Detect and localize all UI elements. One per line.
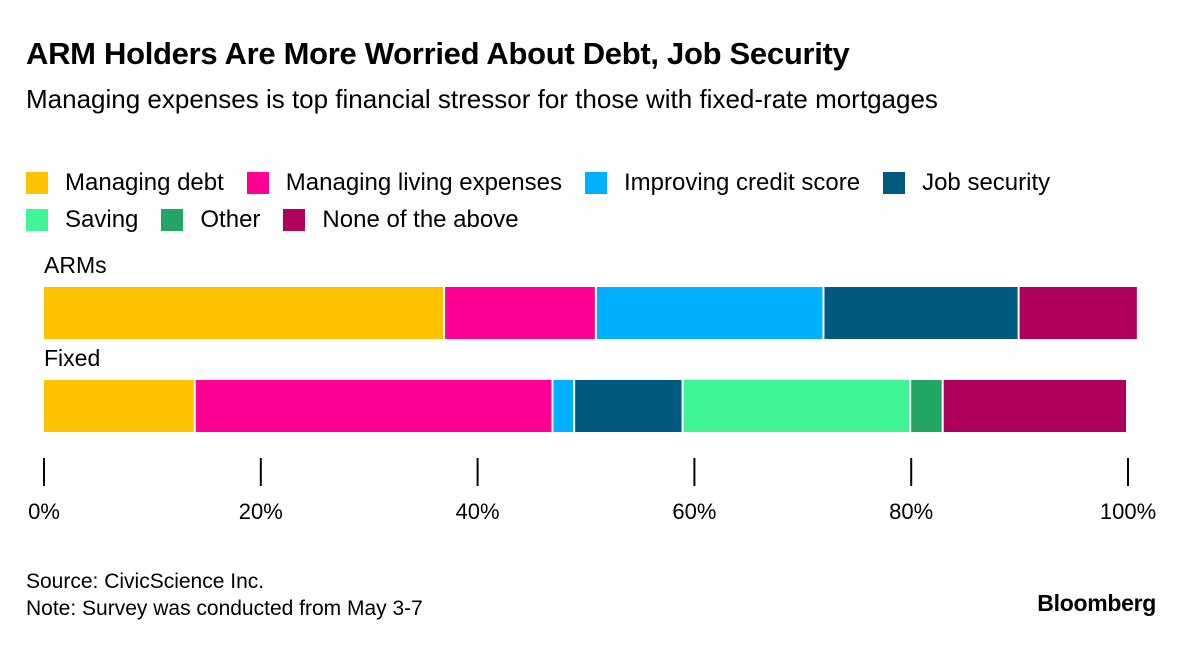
bar-segment-fixed-job-security bbox=[575, 380, 682, 432]
bar-segment-fixed-none-of-the-above bbox=[943, 380, 1126, 432]
legend: Managing debt Managing living expenses I… bbox=[26, 169, 1176, 233]
legend-item-none-of-the-above: None of the above bbox=[283, 205, 519, 233]
bar-segment-fixed-improving-credit-score bbox=[553, 380, 574, 432]
legend-swatch-saving bbox=[26, 208, 48, 231]
bloomberg-logo: Bloomberg bbox=[1037, 590, 1156, 616]
x-tick-label-0: 0% bbox=[28, 499, 60, 524]
legend-item-other: Other bbox=[161, 206, 260, 233]
bar-segment-arms-managing-living-expenses bbox=[445, 287, 595, 339]
legend-label-managing-living-expenses: Managing living expenses bbox=[285, 168, 562, 196]
bar-segment-arms-improving-credit-score bbox=[596, 287, 823, 339]
x-tick-label-1: 20% bbox=[239, 499, 283, 524]
stacked-bar-chart: ARMs Fixed 0% 20% 40% 60% 80% 100% bbox=[28, 252, 1156, 524]
bar-segment-fixed-managing-debt bbox=[44, 380, 194, 432]
legend-label-saving: Saving bbox=[65, 205, 139, 233]
x-tick-label-3: 60% bbox=[672, 499, 716, 524]
legend-swatch-other bbox=[161, 208, 184, 231]
chart-title: ARM Holders Are More Worried About Debt,… bbox=[26, 36, 850, 71]
x-tick-label-4: 80% bbox=[889, 499, 933, 524]
source-note: Source: CivicScience Inc. Note: Survey w… bbox=[26, 568, 423, 622]
bar-label-arms: ARMs bbox=[44, 252, 107, 278]
note-text: Note: Survey was conducted from May 3-7 bbox=[26, 597, 423, 620]
legend-label-improving-credit-score: Improving credit score bbox=[623, 168, 861, 196]
legend-swatch-managing-debt bbox=[26, 171, 48, 194]
bar-segment-arms-job-security bbox=[824, 287, 1018, 339]
legend-item-managing-debt: Managing debt bbox=[26, 169, 224, 196]
bar-segment-arms-managing-debt bbox=[44, 287, 444, 339]
legend-item-saving: Saving bbox=[26, 206, 138, 233]
legend-swatch-none-of-the-above bbox=[283, 208, 306, 231]
legend-swatch-job-security bbox=[883, 171, 906, 194]
legend-label-job-security: Job security bbox=[922, 168, 1051, 196]
legend-item-improving-credit-score: Improving credit score bbox=[584, 168, 861, 196]
legend-swatch-managing-living-expenses bbox=[246, 171, 269, 194]
source-text: Source: CivicScience Inc. bbox=[26, 570, 265, 593]
legend-label-none-of-the-above: None of the above bbox=[322, 205, 519, 233]
legend-item-managing-living-expenses: Managing living expenses bbox=[246, 168, 562, 196]
bar-segment-fixed-other bbox=[911, 380, 942, 432]
legend-item-job-security: Job security bbox=[883, 169, 1050, 196]
legend-label-other: Other bbox=[200, 205, 261, 233]
bar-label-fixed: Fixed bbox=[44, 345, 100, 371]
x-tick-label-5: 100% bbox=[1100, 499, 1156, 524]
chart-subtitle: Managing expenses is top financial stres… bbox=[26, 84, 938, 114]
bar-segment-fixed-managing-living-expenses bbox=[195, 380, 552, 432]
legend-swatch-improving-credit-score bbox=[584, 171, 607, 194]
bar-segment-fixed-saving bbox=[683, 380, 910, 432]
bar-segment-arms-none-of-the-above bbox=[1019, 287, 1137, 339]
legend-label-managing-debt: Managing debt bbox=[65, 168, 224, 196]
x-tick-label-2: 40% bbox=[456, 499, 500, 524]
